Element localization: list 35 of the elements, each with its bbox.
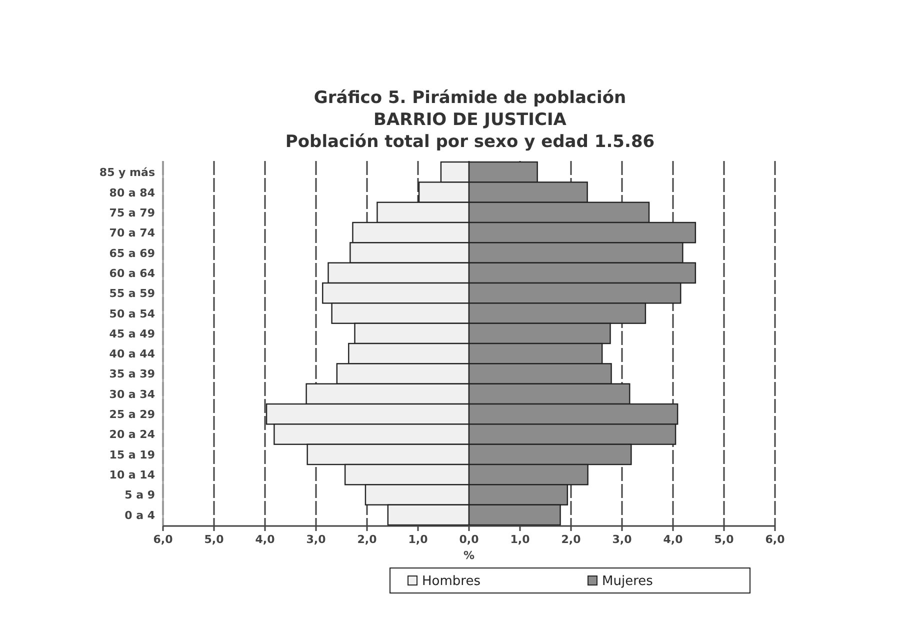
x-tick-label: 6,0: [765, 533, 786, 546]
chart-title: Gráfico 5. Pirámide de población BARRIO DE JUSTICIA Población total por sexo y edad 1.5.86: [285, 88, 655, 152]
y-tick-label: 40 a 44: [109, 348, 156, 361]
x-tick-label: 0,0: [459, 533, 480, 546]
x-tick-label: 3,0: [306, 533, 326, 546]
x-tick-label: 5,0: [714, 533, 734, 546]
y-tick-label: 75 a 79: [109, 206, 155, 220]
y-tick-label: 25 a 29: [109, 408, 155, 422]
y-tick-label: 45 a 49: [109, 327, 155, 340]
legend-label: Hombres: [422, 574, 481, 589]
y-tick-label: 50 a 54: [109, 307, 156, 320]
y-tick-label: 10 a 14: [109, 468, 156, 482]
y-tick-label: 70 a 74: [109, 226, 156, 240]
y-tick-label: 30 a 34: [109, 388, 156, 401]
y-tick-label: 65 a 69: [109, 246, 155, 260]
y-tick-label: 80 a 84: [109, 186, 156, 200]
x-tick-label: 1,0: [510, 533, 530, 546]
y-tick-label: 60 a 64: [109, 266, 156, 280]
x-tick-label: 4,0: [663, 533, 684, 546]
x-tick-label: 2,0: [357, 533, 378, 546]
x-tick-label: 1,0: [408, 533, 428, 546]
legend-label: Mujeres: [602, 574, 654, 589]
y-tick-label: 35 a 39: [109, 368, 155, 381]
y-tick-label: 55 a 59: [109, 287, 155, 300]
y-tick-label: 15 a 19: [109, 448, 155, 462]
y-tick-label: 85 y más: [99, 166, 156, 180]
x-tick-label: 4,0: [255, 533, 276, 546]
x-axis-title: %: [463, 549, 475, 562]
x-tick-label: 2,0: [561, 533, 582, 546]
y-tick-label: 20 a 24: [109, 428, 156, 442]
x-tick-label: 5,0: [204, 533, 224, 546]
y-tick-label: 5 a 9: [124, 488, 155, 502]
y-tick-label: 0 a 4: [124, 508, 156, 522]
x-tick-label: 3,0: [612, 533, 632, 546]
x-tick-label: 6,0: [153, 533, 174, 546]
